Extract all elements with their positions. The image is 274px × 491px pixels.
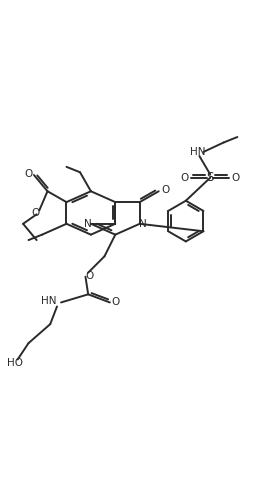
Text: O: O (161, 186, 170, 195)
Text: O: O (112, 297, 120, 307)
Text: HO: HO (7, 358, 23, 368)
Text: HN: HN (41, 296, 57, 306)
Text: O: O (85, 271, 94, 281)
Text: O: O (232, 173, 240, 183)
Text: O: O (31, 208, 39, 218)
Text: O: O (180, 173, 189, 183)
Text: N: N (139, 219, 146, 229)
Text: S: S (207, 171, 214, 184)
Text: HN: HN (190, 147, 206, 157)
Text: O: O (24, 168, 33, 179)
Text: N: N (84, 219, 92, 229)
